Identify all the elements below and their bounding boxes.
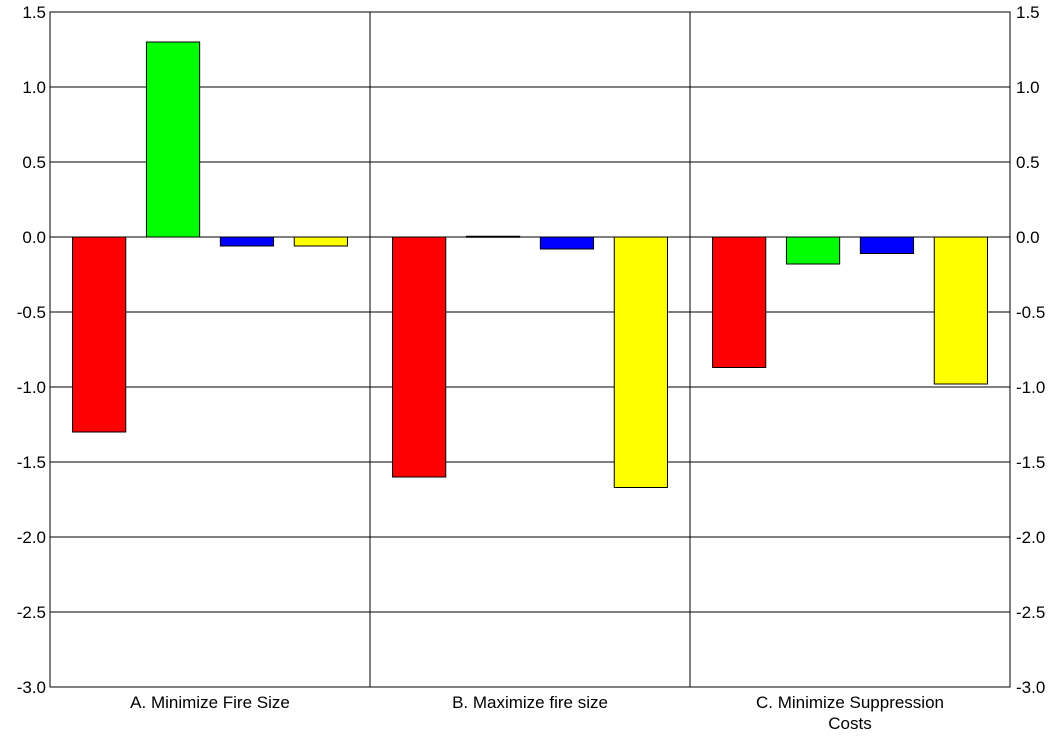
y-tick-label-left: -1.0 bbox=[17, 378, 46, 397]
y-tick-label-right: -2.5 bbox=[1016, 603, 1045, 622]
y-tick-label-right: 0.5 bbox=[1016, 153, 1040, 172]
y-tick-label-left: 0.0 bbox=[22, 228, 46, 247]
bar bbox=[465, 235, 521, 238]
bar bbox=[72, 236, 127, 433]
y-tick-label-right: -3.0 bbox=[1016, 678, 1045, 697]
bar bbox=[859, 236, 915, 254]
bar bbox=[933, 236, 988, 385]
bar bbox=[145, 41, 201, 238]
category-label: Costs bbox=[828, 714, 871, 733]
bar bbox=[712, 236, 767, 368]
plot-frame bbox=[49, 11, 1011, 688]
bar bbox=[293, 236, 348, 247]
y-tick-label-right: -2.0 bbox=[1016, 528, 1045, 547]
y-tick-label-right: -1.0 bbox=[1016, 378, 1045, 397]
y-tick-label-left: -1.5 bbox=[17, 453, 46, 472]
y-tick-label-left: -0.5 bbox=[17, 303, 46, 322]
y-tick-label-right: 1.5 bbox=[1016, 3, 1040, 22]
y-tick-label-right: 0.0 bbox=[1016, 228, 1040, 247]
y-tick-label-left: -3.0 bbox=[17, 678, 46, 697]
bar bbox=[785, 236, 841, 265]
y-tick-label-right: 1.0 bbox=[1016, 78, 1040, 97]
y-tick-label-left: 1.0 bbox=[22, 78, 46, 97]
category-label: C. Minimize Suppression bbox=[756, 693, 944, 712]
bar bbox=[539, 236, 595, 250]
category-label: A. Minimize Fire Size bbox=[130, 693, 290, 712]
bar bbox=[392, 236, 447, 478]
bar bbox=[219, 236, 275, 247]
y-tick-label-left: 0.5 bbox=[22, 153, 46, 172]
y-tick-label-left: -2.0 bbox=[17, 528, 46, 547]
bar bbox=[613, 236, 668, 488]
y-tick-label-right: -0.5 bbox=[1016, 303, 1045, 322]
y-tick-label-left: 1.5 bbox=[22, 3, 46, 22]
y-tick-label-right: -1.5 bbox=[1016, 453, 1045, 472]
y-tick-label-left: -2.5 bbox=[17, 603, 46, 622]
category-label: B. Maximize fire size bbox=[452, 693, 608, 712]
